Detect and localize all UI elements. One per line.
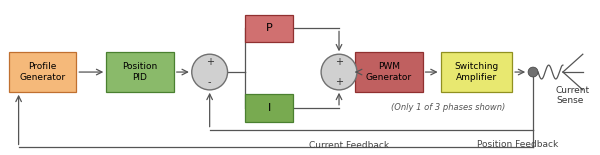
Text: -: -	[208, 77, 211, 87]
FancyBboxPatch shape	[440, 52, 512, 92]
Text: +: +	[206, 57, 214, 67]
Text: Position Feedback: Position Feedback	[476, 140, 558, 149]
Text: Position
PID: Position PID	[122, 62, 158, 82]
Text: Profile
Generator: Profile Generator	[19, 62, 65, 82]
Text: (Only 1 of 3 phases shown): (Only 1 of 3 phases shown)	[391, 103, 506, 112]
Circle shape	[192, 54, 227, 90]
Text: +: +	[335, 77, 343, 87]
FancyBboxPatch shape	[8, 52, 76, 92]
Text: Switching
Amplifier: Switching Amplifier	[454, 62, 499, 82]
FancyBboxPatch shape	[245, 94, 293, 122]
FancyBboxPatch shape	[355, 52, 422, 92]
Text: Current
Sense: Current Sense	[556, 86, 590, 105]
Circle shape	[528, 67, 538, 77]
FancyBboxPatch shape	[106, 52, 174, 92]
FancyBboxPatch shape	[245, 15, 293, 42]
Text: P: P	[266, 23, 273, 33]
Text: PWM
Generator: PWM Generator	[366, 62, 412, 82]
Text: I: I	[268, 103, 271, 113]
Text: +: +	[335, 57, 343, 67]
Circle shape	[321, 54, 357, 90]
Text: Current Feedback: Current Feedback	[309, 141, 389, 150]
